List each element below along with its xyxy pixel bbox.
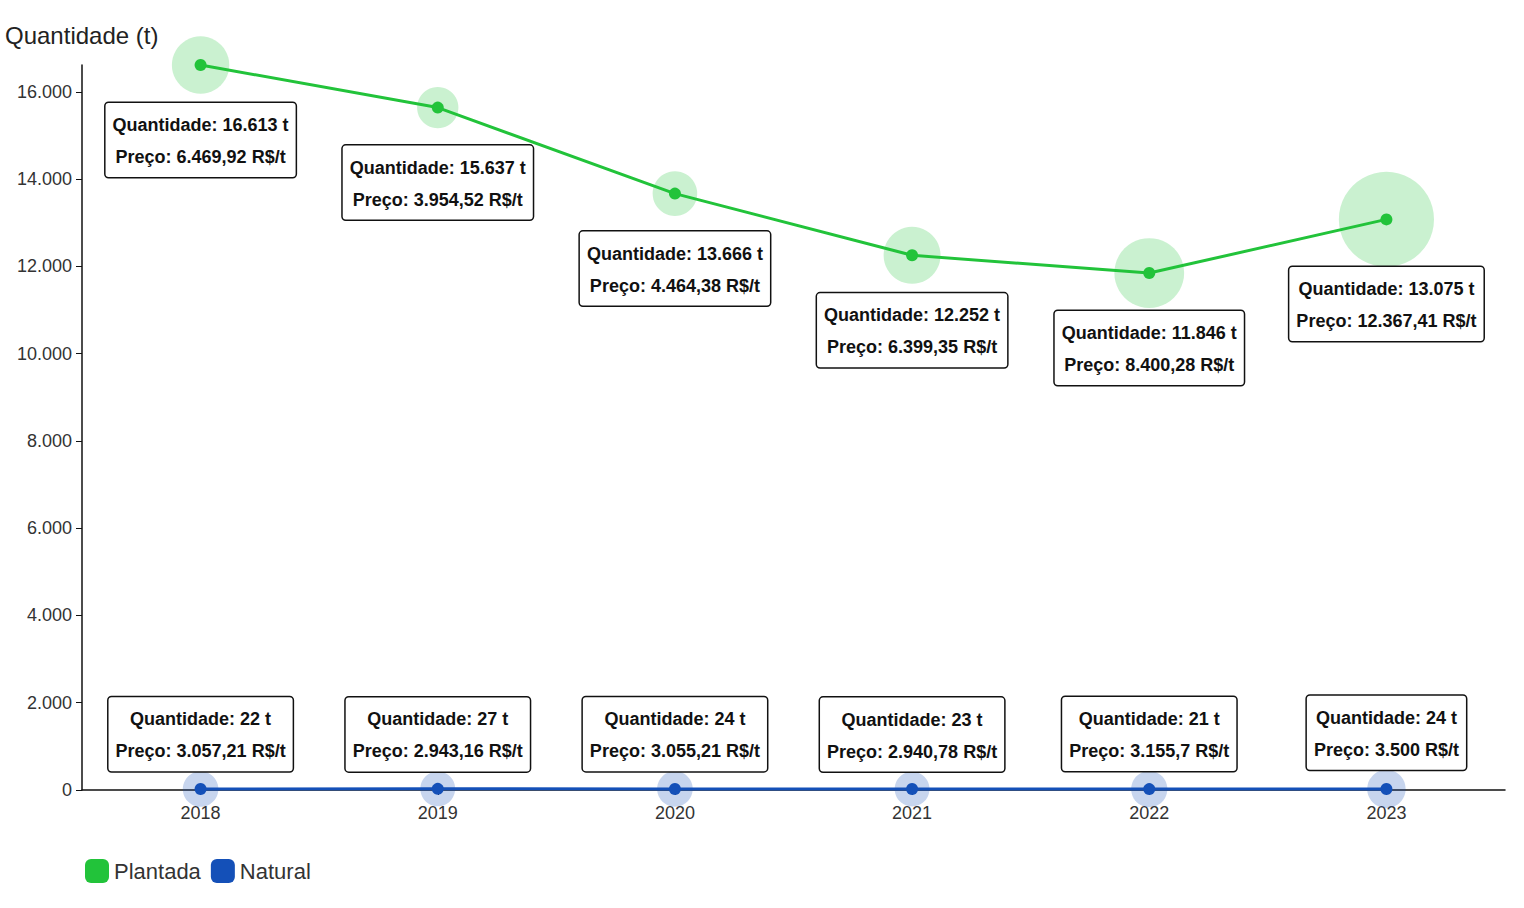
svg-text:2023: 2023 (1366, 803, 1407, 823)
svg-text:Quantidade: 11.846 t: Quantidade: 11.846 t (1062, 323, 1237, 343)
svg-text:8.000: 8.000 (27, 431, 72, 451)
svg-text:14.000: 14.000 (17, 169, 72, 189)
svg-text:Preço: 3.500 R$/t: Preço: 3.500 R$/t (1314, 740, 1459, 760)
svg-text:12.000: 12.000 (17, 256, 72, 276)
svg-text:Preço: 3.057,21 R$/t: Preço: 3.057,21 R$/t (116, 741, 286, 761)
svg-text:10.000: 10.000 (17, 344, 72, 364)
svg-text:Quantidade: 13.075 t: Quantidade: 13.075 t (1298, 279, 1474, 299)
svg-text:4.000: 4.000 (27, 605, 72, 625)
svg-text:Quantidade (t): Quantidade (t) (5, 22, 158, 49)
svg-text:Preço: 12.367,41 R$/t: Preço: 12.367,41 R$/t (1296, 311, 1476, 331)
svg-text:Quantidade: 24 t: Quantidade: 24 t (604, 709, 745, 729)
svg-text:2020: 2020 (654, 803, 695, 823)
svg-text:Quantidade: 16.613 t: Quantidade: 16.613 t (113, 115, 289, 135)
svg-text:6.000: 6.000 (27, 518, 72, 538)
svg-text:2018: 2018 (180, 803, 221, 823)
svg-text:Plantada: Plantada (114, 859, 202, 884)
svg-text:Preço: 3.155,7 R$/t: Preço: 3.155,7 R$/t (1069, 741, 1229, 761)
svg-text:Preço: 2.940,78 R$/t: Preço: 2.940,78 R$/t (827, 742, 997, 762)
svg-text:2.000: 2.000 (27, 693, 72, 713)
svg-text:Preço: 3.055,21 R$/t: Preço: 3.055,21 R$/t (590, 741, 760, 761)
svg-text:Preço: 4.464,38 R$/t: Preço: 4.464,38 R$/t (590, 276, 760, 296)
svg-text:0: 0 (62, 780, 72, 800)
svg-text:Preço: 6.399,35 R$/t: Preço: 6.399,35 R$/t (827, 337, 997, 357)
svg-text:16.000: 16.000 (17, 82, 72, 102)
svg-text:2022: 2022 (1129, 803, 1170, 823)
svg-text:Quantidade: 24 t: Quantidade: 24 t (1316, 708, 1457, 728)
svg-text:Natural: Natural (240, 859, 311, 884)
svg-text:2021: 2021 (892, 803, 933, 823)
svg-text:Preço: 2.943,16 R$/t: Preço: 2.943,16 R$/t (353, 741, 523, 761)
svg-text:Preço: 3.954,52 R$/t: Preço: 3.954,52 R$/t (353, 190, 523, 210)
svg-text:Quantidade: 23 t: Quantidade: 23 t (842, 710, 983, 730)
svg-text:Quantidade: 22 t: Quantidade: 22 t (130, 709, 271, 729)
svg-text:Preço: 8.400,28 R$/t: Preço: 8.400,28 R$/t (1064, 355, 1234, 375)
svg-text:Preço: 6.469,92 R$/t: Preço: 6.469,92 R$/t (116, 147, 286, 167)
svg-text:Quantidade: 27 t: Quantidade: 27 t (367, 709, 508, 729)
svg-text:Quantidade: 21 t: Quantidade: 21 t (1079, 709, 1220, 729)
svg-text:2019: 2019 (417, 803, 458, 823)
svg-text:Quantidade: 15.637 t: Quantidade: 15.637 t (350, 158, 526, 178)
svg-text:Quantidade: 12.252 t: Quantidade: 12.252 t (824, 305, 1000, 325)
svg-text:Quantidade: 13.666 t: Quantidade: 13.666 t (587, 244, 763, 264)
